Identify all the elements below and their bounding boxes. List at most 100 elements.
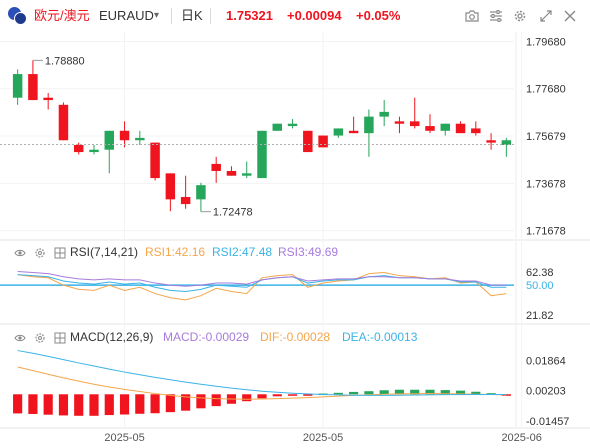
close-icon[interactable]: [562, 8, 578, 24]
candle-body: [501, 140, 512, 145]
symbol-code[interactable]: EURAUD: [99, 8, 154, 23]
candle-body: [43, 97, 53, 101]
time-axis-tick: 2025-05: [104, 432, 144, 444]
price-axis-tick: 1.77680: [526, 84, 566, 96]
macd-histogram-bar: [440, 390, 450, 395]
time-axis-tick: 2025-05: [303, 432, 343, 444]
candle-body: [364, 116, 374, 134]
candle-body: [104, 130, 115, 150]
candle-body: [425, 126, 435, 131]
candle-body: [409, 121, 420, 127]
price-axis-tick: 1.75679: [526, 131, 566, 143]
macd-title: MACD(12,26,9): [70, 330, 154, 344]
rsi-axis-tick: 50.00: [526, 280, 554, 292]
macd-histogram-bar: [394, 389, 405, 395]
candle-body: [73, 144, 84, 153]
macd-histogram-bar: [58, 394, 69, 416]
candle-body: [150, 142, 160, 179]
gear-icon[interactable]: [512, 8, 528, 24]
candle-body: [303, 130, 313, 153]
last-price: 1.75321: [226, 8, 273, 23]
timeframe-selector[interactable]: 日K: [181, 8, 203, 23]
expand-icon[interactable]: [538, 8, 554, 24]
candle-body: [471, 128, 481, 134]
macd-histogram-bar: [74, 394, 84, 416]
candle-body: [12, 74, 23, 98]
candle-body: [180, 196, 191, 205]
candle-body: [58, 104, 69, 141]
chart-toggle-icon[interactable]: [54, 246, 66, 259]
candle-body: [226, 170, 237, 176]
candle-body: [379, 111, 389, 117]
macd-histogram-bar: [257, 394, 267, 399]
macd-histogram-bar: [181, 394, 191, 411]
price-change: +0.00094: [287, 8, 342, 23]
chart-header: 欧元/澳元 EURAUD ▾ 日K 1.75321 +0.00094 +0.05…: [0, 0, 590, 32]
candle-body: [241, 173, 252, 176]
candle-body: [272, 123, 283, 131]
macd-histogram-bar: [349, 391, 359, 395]
gear-icon[interactable]: [34, 246, 46, 258]
time-axis-tick: 2025-06: [501, 432, 541, 444]
rsi-line-rsi3: [17, 270, 507, 287]
macd-histogram-bar: [119, 394, 130, 415]
symbol-name-cn[interactable]: 欧元/澳元: [34, 8, 90, 23]
sliders-icon[interactable]: [488, 8, 504, 24]
candle-body: [165, 173, 176, 200]
price-axis-tick: 1.71678: [526, 226, 566, 238]
candle-body: [89, 149, 99, 153]
macd-histogram-bar: [333, 392, 343, 395]
rsi-axis-tick: 21.82: [526, 310, 554, 322]
rsi-label-bg: [522, 278, 562, 293]
macd-histogram-bar: [13, 394, 23, 414]
macd-value: MACD:-0.00029: [163, 330, 250, 344]
candle-body: [287, 123, 298, 127]
macd-histogram-bar: [471, 391, 481, 395]
price-axis-tick: 1.79680: [526, 36, 566, 48]
candle-body: [119, 130, 130, 141]
price-annotation: 1.78880: [45, 55, 85, 67]
currency-pair-icon: [8, 7, 28, 25]
candle-body: [211, 163, 221, 171]
candle-body: [440, 123, 451, 131]
macd-histogram-bar: [455, 390, 466, 395]
candle-body: [28, 74, 38, 101]
candle-body: [486, 140, 496, 143]
gear-icon[interactable]: [34, 331, 46, 343]
price-axis-tick: 1.73678: [526, 178, 566, 190]
eye-icon[interactable]: [14, 331, 26, 343]
chevron-down-icon[interactable]: ▾: [154, 10, 160, 21]
macd-histogram-bar: [196, 394, 206, 409]
rsi1-value: RSI1:42.16: [145, 245, 206, 259]
macd-histogram-bar: [165, 394, 175, 413]
macd-histogram-bar: [43, 394, 53, 415]
candle-body: [196, 185, 206, 200]
candle-body: [394, 121, 405, 124]
rsi2-value: RSI2:47.48: [212, 245, 273, 259]
camera-icon[interactable]: [464, 8, 480, 24]
rsi-title: RSI(7,14,21): [70, 245, 139, 259]
candle-body: [318, 135, 328, 148]
dif-value: DIF:-0.00028: [260, 330, 331, 344]
price-annotation: 1.72478: [213, 207, 253, 219]
rsi-line-rsi1: [17, 272, 507, 301]
macd-histogram-bar: [135, 394, 145, 414]
macd-histogram-bar: [501, 394, 511, 396]
dea-line: [17, 350, 507, 396]
macd-histogram-bar: [379, 390, 389, 395]
macd-axis-tick: 0.01864: [526, 355, 566, 367]
candle-body: [257, 130, 267, 179]
macd-histogram-bar: [211, 394, 221, 407]
chart-toggle-icon[interactable]: [54, 331, 66, 344]
eye-icon[interactable]: [14, 246, 26, 258]
dif-line: [17, 366, 507, 400]
price-change-percent: +0.05%: [356, 8, 401, 23]
macd-histogram-bar: [272, 394, 282, 397]
macd-histogram-bar: [486, 393, 496, 395]
divider: [210, 8, 211, 24]
macd-axis-tick: 0.00203: [526, 386, 566, 398]
macd-histogram-bar: [287, 394, 298, 396]
dea-value: DEA:-0.00013: [342, 330, 418, 344]
candle-body: [455, 123, 466, 134]
